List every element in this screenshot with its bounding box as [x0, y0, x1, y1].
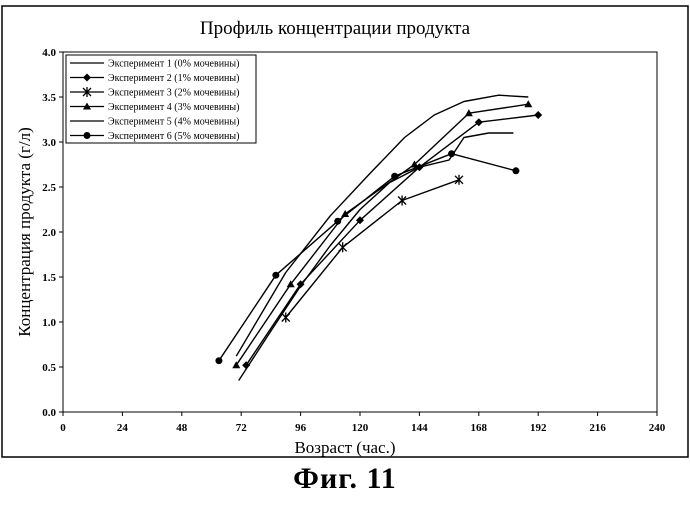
legend: Эксперимент 1 (0% мочевины) Эксперимент 2… — [70, 59, 239, 142]
legend-label: Эксперимент 6 (5% мочевины) — [108, 131, 239, 142]
data-point — [83, 132, 91, 139]
data-point — [534, 111, 543, 119]
x-tick-label: 72 — [236, 422, 248, 434]
legend-label: Эксперимент 1 (0% мочевины) — [108, 59, 239, 70]
y-tick-label: 4.0 — [42, 47, 56, 59]
series-line — [285, 179, 460, 318]
series-layer — [215, 94, 543, 381]
data-point — [338, 242, 348, 253]
figure-caption: Фиг. 11 — [293, 462, 397, 495]
legend-item: Эксперимент 4 (3% мочевины) — [70, 102, 239, 113]
legend-item: Эксперимент 2 (1% мочевины) — [70, 73, 239, 84]
series-6 — [215, 150, 520, 365]
series-line — [235, 103, 529, 366]
data-point — [232, 361, 241, 369]
series-3 — [281, 174, 464, 323]
data-point — [454, 174, 464, 185]
data-point — [391, 172, 399, 180]
legend-label: Эксперимент 5 (4% мочевины) — [108, 117, 239, 128]
x-axis-label: Возраст (час.) — [294, 438, 395, 457]
x-tick-label: 192 — [530, 422, 547, 434]
data-point — [272, 271, 280, 279]
y-tick-label: 1.0 — [42, 317, 56, 329]
data-point — [474, 118, 483, 127]
y-tick-label: 0.5 — [42, 362, 56, 374]
legend-item: Эксперимент 3 (2% мочевины) — [70, 87, 239, 99]
data-point — [341, 210, 350, 217]
data-point — [83, 73, 91, 82]
data-point — [296, 280, 305, 289]
x-tick-label: 24 — [117, 422, 129, 434]
data-point — [215, 357, 223, 365]
x-axis: 0 24 48 72 96 120 144 168 192 216 240 — [60, 412, 666, 434]
data-point — [524, 100, 533, 108]
legend-label: Эксперимент 4 (3% мочевины) — [108, 102, 239, 113]
legend-label: Эксперимент 2 (1% мочевины) — [108, 73, 239, 84]
y-axis: 0.0 0.5 1.0 1.5 2.0 2.5 3.0 3.5 4.0 — [42, 47, 63, 419]
data-point — [410, 160, 419, 168]
chart-title: Профиль концентрации продукта — [200, 18, 471, 39]
data-point — [464, 109, 473, 117]
data-point — [242, 361, 251, 370]
x-tick-label: 216 — [589, 422, 606, 434]
data-point — [512, 167, 520, 175]
x-tick-label: 96 — [295, 422, 307, 434]
y-tick-label: 2.5 — [42, 182, 56, 194]
legend-item: Эксперимент 1 (0% мочевины) — [70, 59, 239, 70]
data-point — [334, 217, 342, 225]
legend-label: Эксперимент 3 (2% мочевины) — [108, 88, 239, 99]
series-line — [245, 114, 539, 366]
data-point — [448, 150, 456, 158]
data-point — [356, 216, 364, 225]
legend-item: Эксперимент 6 (5% мочевины) — [70, 131, 239, 142]
data-point — [83, 102, 91, 110]
x-tick-label: 0 — [60, 422, 66, 434]
x-tick-label: 120 — [352, 422, 369, 434]
y-tick-label: 2.0 — [42, 227, 56, 239]
y-tick-label: 3.0 — [42, 137, 56, 149]
y-tick-label: 0.0 — [42, 407, 56, 419]
x-tick-label: 48 — [176, 422, 188, 434]
legend-box — [65, 54, 257, 144]
data-point — [281, 312, 291, 323]
x-tick-label: 144 — [411, 422, 428, 434]
y-tick-label: 1.5 — [42, 272, 56, 284]
y-axis-label: Концентрация продукта (г/л) — [15, 127, 34, 337]
y-tick-label: 3.5 — [42, 92, 56, 104]
series-line — [218, 152, 517, 362]
x-tick-label: 240 — [649, 422, 666, 434]
data-point — [286, 280, 295, 288]
series-4 — [232, 100, 533, 369]
x-tick-label: 168 — [471, 422, 488, 434]
data-point — [82, 87, 92, 97]
legend-item: Эксперимент 5 (4% мочевины) — [70, 117, 239, 128]
data-point — [397, 195, 407, 206]
